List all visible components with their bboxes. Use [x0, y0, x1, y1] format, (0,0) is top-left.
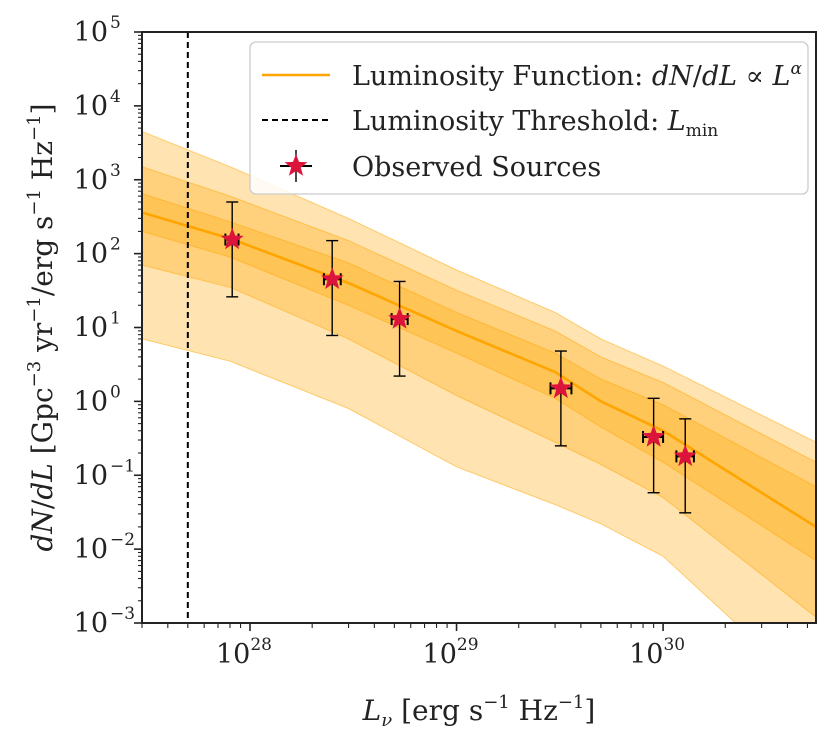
band-2-sigma [142, 166, 816, 618]
band-3-sigma [142, 130, 816, 623]
y-tick-label: 10 −3 [74, 604, 135, 639]
x-axis-label: Lν [erg s−1 Hz−1] [362, 692, 596, 731]
observed-source-5 [642, 397, 665, 494]
y-tick-label: 10 −1 [74, 456, 135, 491]
confidence-bands [142, 130, 816, 623]
y-tick-label: 10 5 [74, 13, 121, 48]
model-lines [142, 32, 816, 623]
band-1-sigma [142, 193, 816, 562]
star-marker [673, 444, 697, 467]
y-tick-label: 10 3 [74, 161, 121, 196]
luminosity-function-line [142, 211, 816, 529]
observed-source-3 [388, 280, 411, 377]
axis-titles: Lν [erg s−1 Hz−1] dN/dL [Gpc−3 yr−1/erg s… [24, 103, 595, 731]
x-tick-label: 1029 [423, 635, 479, 670]
y-tick-label: 10 4 [74, 87, 121, 122]
legend-label-3: Observed Sources [352, 152, 601, 183]
star-marker [388, 307, 411, 329]
y-tick-label: 10 2 [74, 235, 121, 270]
star-marker [320, 267, 344, 289]
x-tick-label: 1030 [629, 635, 685, 670]
y-tick-label: 10 0 [74, 382, 121, 417]
y-tick-label: 10 1 [74, 309, 121, 344]
observed-sources [220, 201, 697, 514]
observed-source-6 [673, 418, 697, 514]
legend-label-2: Luminosity Threshold: Lmin [352, 106, 718, 141]
star-marker [549, 376, 573, 399]
observed-source-1 [220, 201, 244, 298]
observed-source-4 [549, 350, 573, 447]
y-axis-label: dN/dL [Gpc−3 yr−1/erg s−1 Hz−1] [24, 103, 59, 551]
axis-ticks: 1028 1029 1030 10 −3 10 −2 10 −1 10 0 10 1 10 2 10 3 10 4 1… [74, 13, 809, 670]
x-tick-label: 1028 [216, 635, 272, 670]
legend-box [249, 41, 809, 195]
star-marker [220, 227, 244, 250]
legend-label-1: Luminosity Function: dN/dL ∝ Lα [352, 59, 802, 92]
legend-star-marker [284, 154, 308, 176]
observed-source-2 [320, 239, 344, 337]
y-tick-label: 10 −2 [74, 530, 135, 565]
y-axis-label-group: dN/dL [Gpc−3 yr−1/erg s−1 Hz−1] [24, 103, 59, 551]
star-marker [642, 424, 665, 447]
legend: Luminosity Function: dN/dL ∝ Lα Luminosit… [249, 41, 809, 195]
